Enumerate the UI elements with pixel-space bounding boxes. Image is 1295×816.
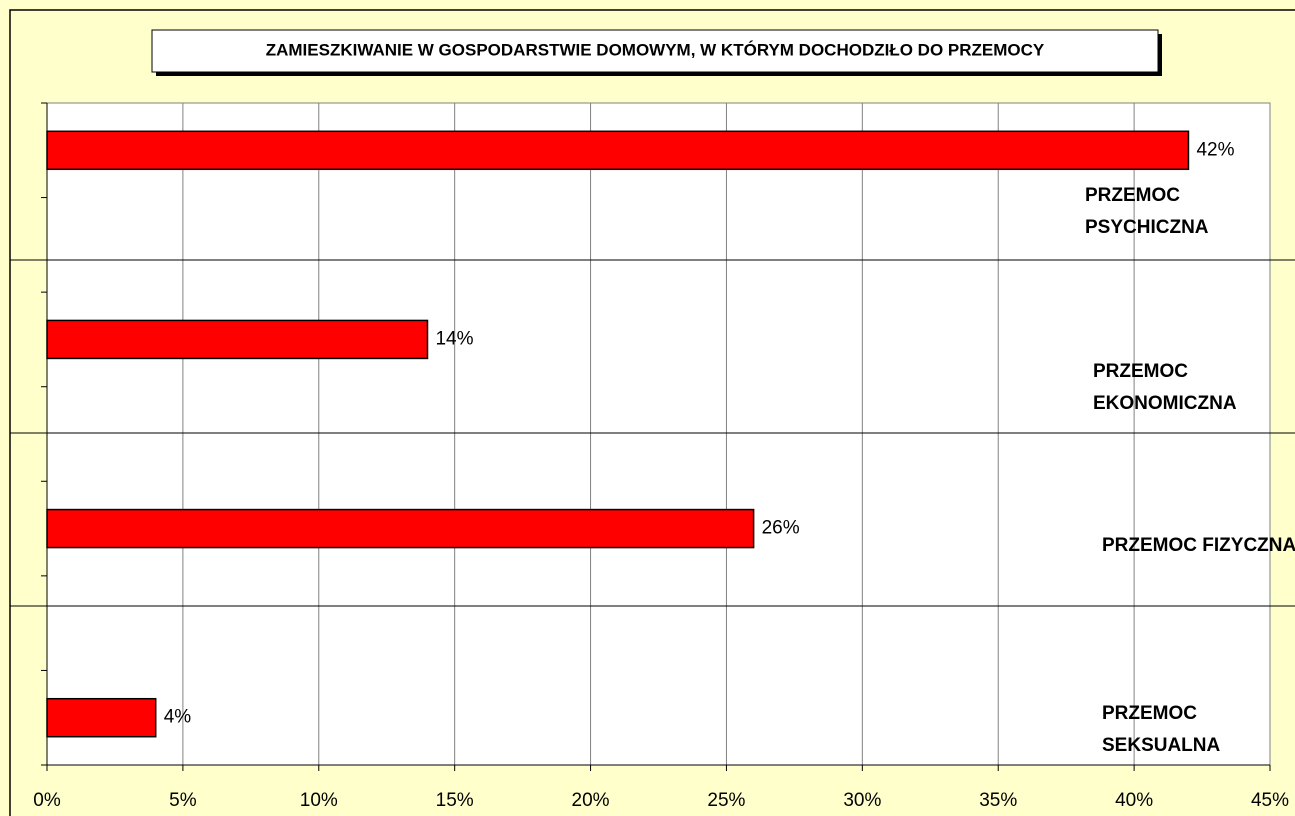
value-label: 4% [164, 707, 192, 728]
category-label: PRZEMOC SEKSUALNA [1102, 703, 1221, 756]
chart-title: ZAMIESZKIWANIE W GOSPODARSTWIE DOMOWYM, … [266, 40, 1045, 59]
bar [46, 697, 157, 738]
title-box [151, 29, 1159, 73]
category-label: PRZEMOC EKONOMICZNA [1093, 361, 1237, 414]
category-label: PRZEMOC PSYCHICZNA [1085, 185, 1209, 238]
x-tick-label: 20% [572, 790, 610, 811]
category-label: PRZEMOC FIZYCZNA [1102, 535, 1295, 556]
value-label: 26% [762, 518, 800, 539]
value-label: 42% [1196, 139, 1234, 160]
x-tick-label: 40% [1115, 790, 1153, 811]
plot-area [46, 102, 1271, 766]
x-tick-label: 45% [1251, 790, 1289, 811]
bar [46, 319, 429, 360]
x-tick-label: 5% [169, 790, 197, 811]
bar [46, 508, 755, 549]
x-tick-label: 15% [436, 790, 474, 811]
x-tick-label: 30% [843, 790, 881, 811]
bar [46, 130, 1190, 171]
x-tick-label: 0% [33, 790, 61, 811]
x-tick-label: 10% [300, 790, 338, 811]
x-tick-label: 35% [979, 790, 1017, 811]
x-tick-label: 25% [707, 790, 745, 811]
value-label: 14% [435, 328, 473, 349]
